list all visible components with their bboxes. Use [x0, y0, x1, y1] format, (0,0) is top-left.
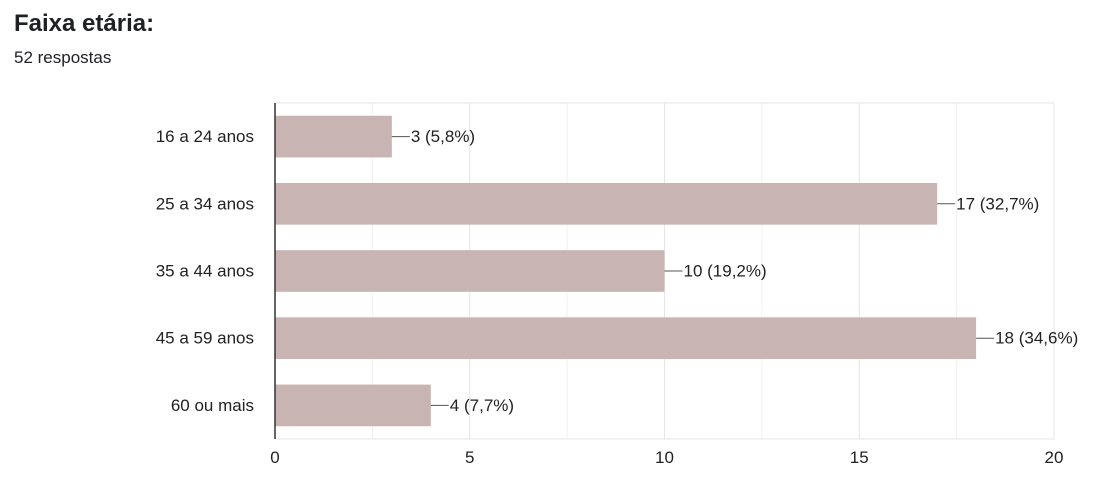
bar: [275, 115, 392, 158]
bars: [275, 115, 977, 427]
data-label: 18 (34,6%): [995, 329, 1078, 348]
labels: 3 (5,8%) 16 a 24 anos 17 (32,7%) 25 a 34 an…: [156, 127, 1079, 467]
bar: [275, 317, 977, 360]
bar: [275, 182, 938, 225]
data-label: 3 (5,8%): [411, 127, 475, 146]
x-tick-label: 0: [270, 448, 279, 467]
chart-title: Faixa etária:: [14, 10, 155, 37]
data-label: 10 (19,2%): [684, 262, 767, 281]
category-label: 35 a 44 anos: [156, 262, 254, 281]
response-count: 52 respostas: [14, 48, 112, 67]
data-label: 17 (32,7%): [956, 194, 1039, 213]
category-label: 16 a 24 anos: [156, 127, 254, 146]
bar: [275, 384, 431, 427]
x-tick-label: 10: [655, 448, 674, 467]
x-tick-label: 15: [850, 448, 869, 467]
x-tick-label: 20: [1045, 448, 1064, 467]
x-tick-label: 5: [465, 448, 474, 467]
category-label: 45 a 59 anos: [156, 329, 254, 348]
data-label: 4 (7,7%): [450, 396, 514, 415]
category-label: 60 ou mais: [171, 396, 254, 415]
bar: [275, 250, 665, 292]
category-label: 25 a 34 anos: [156, 194, 254, 213]
